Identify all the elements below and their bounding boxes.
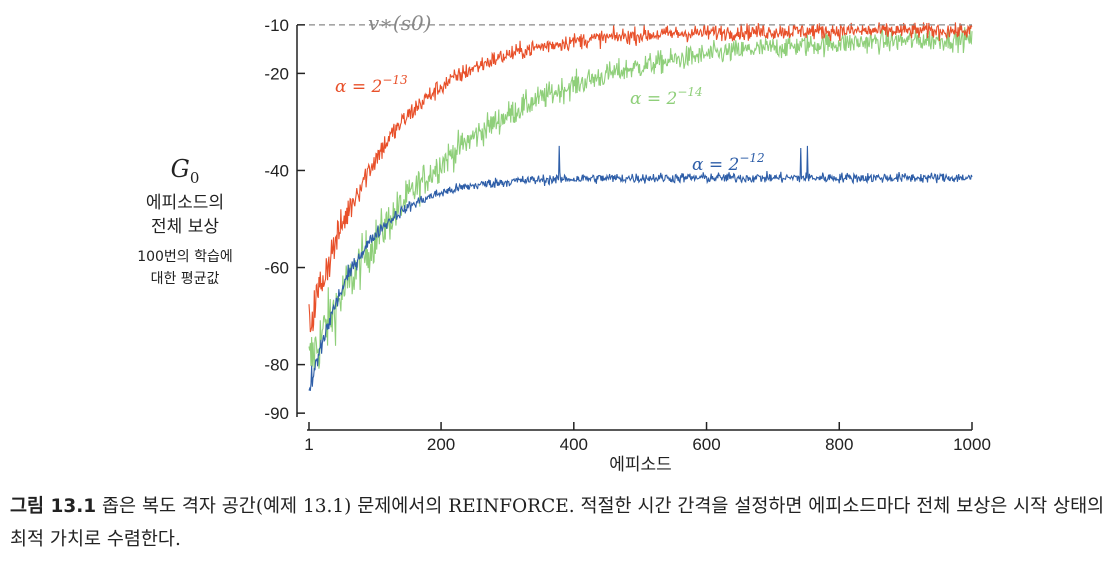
series-label-base: α = 2	[630, 89, 677, 109]
series-label-exponent: −14	[677, 85, 702, 99]
y-axis-note-1: 100번의 학습에	[137, 249, 233, 265]
x-axis-label: 에피소드	[609, 455, 672, 474]
axes: -10 -20 -40 -60 -80 -90 1 200 400 600 800 1000 에피소드	[264, 16, 990, 474]
series-label-0: α = 2−13	[335, 73, 408, 97]
y-tick-label: -60	[264, 259, 289, 278]
caption-text: 좁은 복도 격자 공간(예제 13.1) 문제에서의 REINFORCE. 적절…	[10, 496, 1105, 550]
x-tick-label: 600	[692, 435, 720, 454]
series-label-exponent: −13	[382, 73, 408, 87]
y-axis-title-text: G	[170, 155, 190, 183]
x-tick-label: 200	[427, 435, 455, 454]
chart: v∗(s0) -10 -20 -40 -60 -80 -90 1 200 400 600 800 10…	[264, 11, 990, 474]
x-tick-label: 400	[560, 435, 588, 454]
y-axis-title-sub: 0	[189, 168, 200, 187]
figure-label: 그림 13.1	[10, 496, 97, 517]
y-tick-label: -90	[264, 404, 289, 423]
series-label-base: α = 2	[335, 77, 382, 97]
series-label-1: α = 2−14	[630, 85, 703, 109]
x-tick-label: 800	[825, 435, 853, 454]
y-axis-note-2: 대한 평균값	[150, 271, 220, 287]
series-line-1	[308, 27, 973, 372]
y-axis-title: G0	[150, 155, 220, 187]
y-tick-label: -20	[264, 64, 289, 83]
series-layer	[308, 22, 973, 391]
reference-label: v∗(s0)	[368, 11, 432, 35]
y-axis-subtitle-2: 전체 보상	[151, 217, 219, 237]
series-label-exponent: −12	[739, 151, 764, 165]
series-line-0	[308, 22, 973, 333]
x-tick-label: 1000	[953, 435, 991, 454]
y-axis-subtitle-1: 에피소드의	[145, 193, 225, 213]
series-label-2: α = 2−12	[692, 151, 765, 175]
series-line-2	[308, 145, 973, 391]
x-tick-label: 1	[304, 435, 313, 454]
series-label-base: α = 2	[692, 155, 739, 175]
series-labels: α = 2−13α = 2−14α = 2−12	[335, 73, 765, 175]
y-tick-label: -80	[264, 356, 289, 375]
y-tick-label: -40	[264, 161, 289, 180]
y-tick-label: -10	[264, 16, 289, 35]
figure-caption: 그림 13.1 좁은 복도 격자 공간(예제 13.1) 문제에서의 REINF…	[10, 490, 1105, 556]
